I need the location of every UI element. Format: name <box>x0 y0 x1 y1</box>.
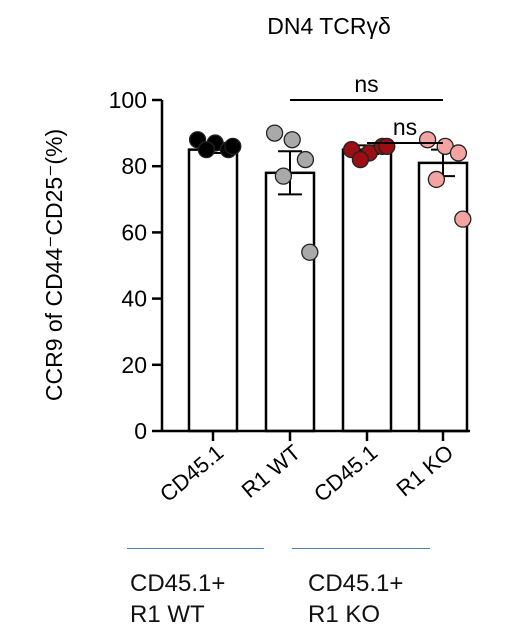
group-divider-2 <box>292 548 430 549</box>
x-tick-label-0: CD45.1 <box>155 440 228 507</box>
y-tick-label-0: 0 <box>134 418 147 444</box>
group-label-1-line2: R1 WT <box>130 601 205 628</box>
y-tick-label-80: 80 <box>121 153 147 179</box>
group-label-2: CD45.1+ R1 KO <box>308 568 403 630</box>
bar-1 <box>264 171 316 433</box>
bar-0 <box>187 148 239 433</box>
data-point-3-3 <box>427 170 446 189</box>
comparison-label-1: ns <box>393 114 417 140</box>
y-axis: 0 20 40 60 80 100 <box>109 87 164 444</box>
x-axis-ticks: CD45.1 R1 WT CD45.1 R1 KO <box>155 429 470 507</box>
comparison-label-0: ns <box>354 71 378 97</box>
data-point-1-4 <box>301 243 319 261</box>
data-point-0-3 <box>197 140 216 159</box>
y-tick-label-60: 60 <box>121 219 147 245</box>
y-tick-label-20: 20 <box>121 352 147 378</box>
data-point-1-3 <box>274 167 293 185</box>
group-divider-1 <box>127 548 264 549</box>
group-label-1-line1: CD45.1+ <box>130 570 226 597</box>
group-label-1: CD45.1+ R1 WT <box>130 568 225 630</box>
y-tick-label-100: 100 <box>109 87 147 113</box>
data-point-3-4 <box>454 210 472 228</box>
data-point-2-4 <box>378 137 396 155</box>
bar-2 <box>341 148 393 433</box>
y-axis-label: CCR9 of CD44⁻CD25⁻(%) <box>41 129 67 401</box>
data-point-2-3 <box>351 150 370 169</box>
bars-layer <box>187 148 469 433</box>
group-label-2-line1: CD45.1+ <box>308 570 404 597</box>
x-tick-label-3: R1 KO <box>392 440 459 502</box>
data-point-3-2 <box>449 144 468 162</box>
data-point-1-0 <box>265 124 284 142</box>
data-points-layer <box>188 124 472 261</box>
data-point-1-2 <box>296 150 315 169</box>
data-point-0-4 <box>224 137 242 155</box>
x-tick-label-2: CD45.1 <box>309 440 382 507</box>
bar-3 <box>417 161 469 433</box>
data-point-3-0 <box>418 131 437 149</box>
x-tick-label-1: R1 WT <box>237 440 306 503</box>
error-bars-layer <box>201 144 455 196</box>
y-tick-label-40: 40 <box>121 286 147 312</box>
chart-title: DN4 TCRγδ <box>267 13 391 39</box>
data-point-1-1 <box>283 131 301 149</box>
group-label-2-line2: R1 KO <box>308 601 381 628</box>
